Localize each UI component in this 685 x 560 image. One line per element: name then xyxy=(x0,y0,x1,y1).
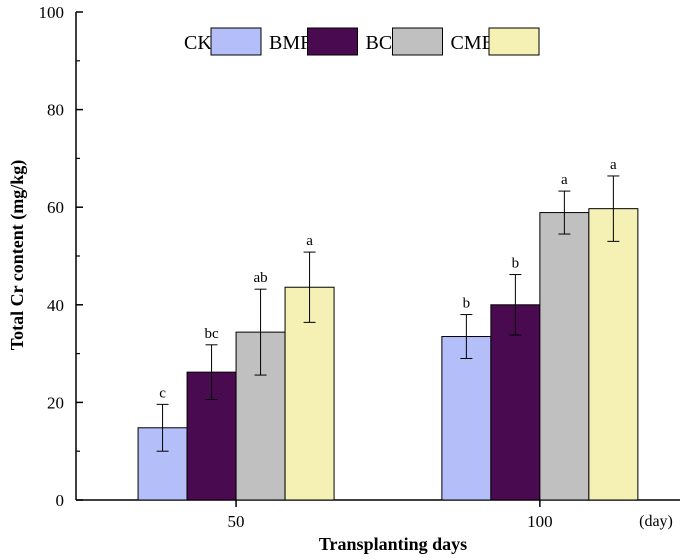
bar-ck-100 xyxy=(441,336,492,501)
y-tick-label: 100 xyxy=(39,3,65,22)
legend-label: CMB xyxy=(451,32,495,54)
bar-series xyxy=(137,208,639,501)
significance-label: a xyxy=(610,157,617,173)
error-bars xyxy=(156,175,620,452)
y-tick-label: 20 xyxy=(47,393,64,412)
bar-bc-100 xyxy=(539,212,590,501)
x-axis-label: Transplanting days xyxy=(319,534,467,554)
significance-label: a xyxy=(306,233,313,249)
significance-label: b xyxy=(463,296,471,312)
y-tick-label: 0 xyxy=(56,491,65,510)
x-tick-label: 100 xyxy=(527,512,553,531)
bar-cmb-100 xyxy=(588,208,639,501)
significance-label: a xyxy=(561,172,568,188)
y-tick-label: 80 xyxy=(47,101,64,120)
legend-label: BMF xyxy=(269,32,311,54)
y-tick-label: 40 xyxy=(47,296,64,315)
legend-swatch xyxy=(210,27,262,56)
legend-swatch xyxy=(488,27,540,56)
legend: CK BMF BC CMB xyxy=(184,27,540,56)
significance-label: bc xyxy=(204,326,219,342)
legend-swatch xyxy=(392,27,443,56)
legend-swatch xyxy=(307,27,358,56)
bar-bmf-100 xyxy=(490,304,541,501)
significance-label: ab xyxy=(253,270,267,286)
x-tick-label: 50 xyxy=(228,512,245,531)
y-tick-label: 60 xyxy=(47,198,64,217)
significance-label: c xyxy=(159,385,166,401)
legend-label: BC xyxy=(366,32,393,54)
legend-label: CK xyxy=(184,32,212,54)
y-axis-label: Total Cr content (mg/kg) xyxy=(7,160,28,351)
significance-label: b xyxy=(512,256,520,272)
x-unit-label: (day) xyxy=(639,513,673,530)
